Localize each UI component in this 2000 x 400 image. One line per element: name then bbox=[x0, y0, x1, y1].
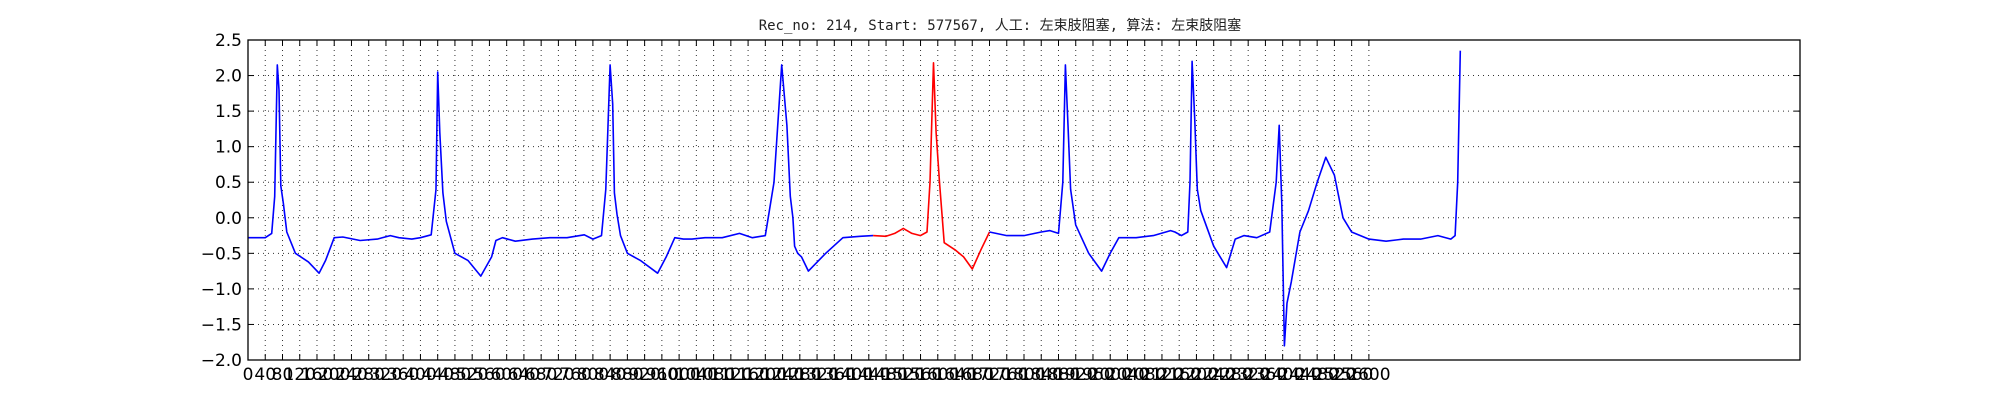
y-tick-label: 2.0 bbox=[215, 67, 242, 87]
x-tick-label: 1280 bbox=[778, 365, 821, 385]
x-tick-label: 1200 bbox=[744, 365, 787, 385]
x-tick-label: 1720 bbox=[968, 365, 1011, 385]
x-tick-label: 2480 bbox=[1296, 365, 1339, 385]
x-tick-label: 2200 bbox=[1175, 365, 1218, 385]
y-tick-label: −0.5 bbox=[201, 244, 242, 264]
x-tick-label: 2360 bbox=[1244, 365, 1287, 385]
ecg-series-line bbox=[989, 50, 1462, 347]
y-tick-label: 2.5 bbox=[215, 31, 242, 51]
x-tick-label: 880 bbox=[611, 365, 643, 385]
x-tick-label: 2560 bbox=[1330, 365, 1373, 385]
x-tick-label: 1560 bbox=[899, 365, 942, 385]
x-tick-label: 2520 bbox=[1313, 365, 1356, 385]
x-tick-label: 1760 bbox=[985, 365, 1028, 385]
x-tick-label: 1640 bbox=[933, 365, 976, 385]
ecg-series-highlight-line bbox=[873, 61, 991, 270]
x-tick-label: 1040 bbox=[675, 365, 718, 385]
x-tick-label: 760 bbox=[559, 365, 591, 385]
y-tick-label: −2.0 bbox=[201, 351, 242, 371]
x-tick-label: 560 bbox=[473, 365, 505, 385]
x-tick-label: 2440 bbox=[1278, 365, 1321, 385]
x-tick-label: 1480 bbox=[864, 365, 907, 385]
x-tick-label: 200 bbox=[318, 365, 350, 385]
x-tick-label: 960 bbox=[646, 365, 678, 385]
x-tick-label: 1520 bbox=[882, 365, 925, 385]
x-tick-label: 800 bbox=[577, 365, 609, 385]
x-tick-label: 1600 bbox=[916, 365, 959, 385]
x-tick-label: 520 bbox=[456, 365, 488, 385]
x-tick-label: 0 bbox=[243, 365, 254, 385]
x-tick-label: 480 bbox=[439, 365, 471, 385]
x-tick-label: 1960 bbox=[1071, 365, 1114, 385]
y-tick-label: 1.5 bbox=[215, 102, 242, 122]
x-tick-label: 2280 bbox=[1209, 365, 1252, 385]
ecg-series-line bbox=[248, 64, 874, 277]
x-tick-label: 2040 bbox=[1106, 365, 1149, 385]
x-tick-label: 1440 bbox=[847, 365, 890, 385]
x-tick-label: 2240 bbox=[1192, 365, 1235, 385]
x-tick-label: 1000 bbox=[657, 365, 700, 385]
x-tick-label: 1880 bbox=[1037, 365, 1080, 385]
x-tick-label: 2080 bbox=[1123, 365, 1166, 385]
x-tick-label: 320 bbox=[370, 365, 402, 385]
x-tick-label: 1400 bbox=[830, 365, 873, 385]
x-tick-label: 1160 bbox=[726, 365, 769, 385]
x-tick-label: 1920 bbox=[1054, 365, 1097, 385]
x-tick-label: 440 bbox=[421, 365, 453, 385]
x-tick-label: 640 bbox=[508, 365, 540, 385]
x-tick-label: 400 bbox=[404, 365, 436, 385]
x-tick-label: 2000 bbox=[1089, 365, 1132, 385]
x-tick-label: 2400 bbox=[1261, 365, 1304, 385]
x-tick-label: 720 bbox=[542, 365, 574, 385]
y-tick-label: −1.0 bbox=[201, 280, 242, 300]
x-tick-label: 1080 bbox=[692, 365, 735, 385]
x-tick-label: 360 bbox=[387, 365, 419, 385]
x-tick-label: 1680 bbox=[951, 365, 994, 385]
grid bbox=[247, 39, 1800, 361]
x-tick-label: 600 bbox=[490, 365, 522, 385]
x-tick-label: 920 bbox=[628, 365, 660, 385]
y-tick-label: 1.0 bbox=[215, 138, 242, 158]
x-tick-label: 680 bbox=[525, 365, 557, 385]
x-axis-ticks: 0 408012016020024028032036040044048052056… bbox=[243, 40, 1391, 385]
x-tick-label: 840 bbox=[594, 365, 626, 385]
y-tick-label: −1.5 bbox=[201, 315, 242, 335]
x-tick-label: 160 bbox=[301, 365, 333, 385]
x-tick-label: 2120 bbox=[1140, 365, 1183, 385]
chart-title: Rec_no: 214, Start: 577567, 人工: 左束肢阻塞, 算… bbox=[759, 17, 1242, 34]
y-tick-label: 0.5 bbox=[215, 173, 242, 193]
x-tick-label: 240 bbox=[335, 365, 367, 385]
x-tick-label: 2600 bbox=[1347, 365, 1390, 385]
series-layer bbox=[248, 50, 1462, 347]
x-tick-label: 2160 bbox=[1158, 365, 1201, 385]
x-tick-label: 1840 bbox=[1020, 365, 1063, 385]
y-axis-ticks: 2.5 2.0 1.5 1.0 0.5 0.0 −0.5 −1.0 −1.5 −2.0 bbox=[201, 31, 1800, 371]
x-tick-label: 1240 bbox=[761, 365, 804, 385]
x-tick-label: 1120 bbox=[709, 365, 752, 385]
x-tick-label: 1800 bbox=[1002, 365, 1045, 385]
x-tick-label: 120 bbox=[284, 365, 316, 385]
x-tick-label: 1320 bbox=[795, 365, 838, 385]
x-tick-label: 280 bbox=[352, 365, 384, 385]
y-tick-label: 0.0 bbox=[215, 209, 242, 229]
x-tick-label: 40 bbox=[254, 365, 276, 385]
x-tick-label: 80 bbox=[272, 365, 294, 385]
x-tick-label: 1360 bbox=[813, 365, 856, 385]
x-tick-label: 2320 bbox=[1227, 365, 1270, 385]
